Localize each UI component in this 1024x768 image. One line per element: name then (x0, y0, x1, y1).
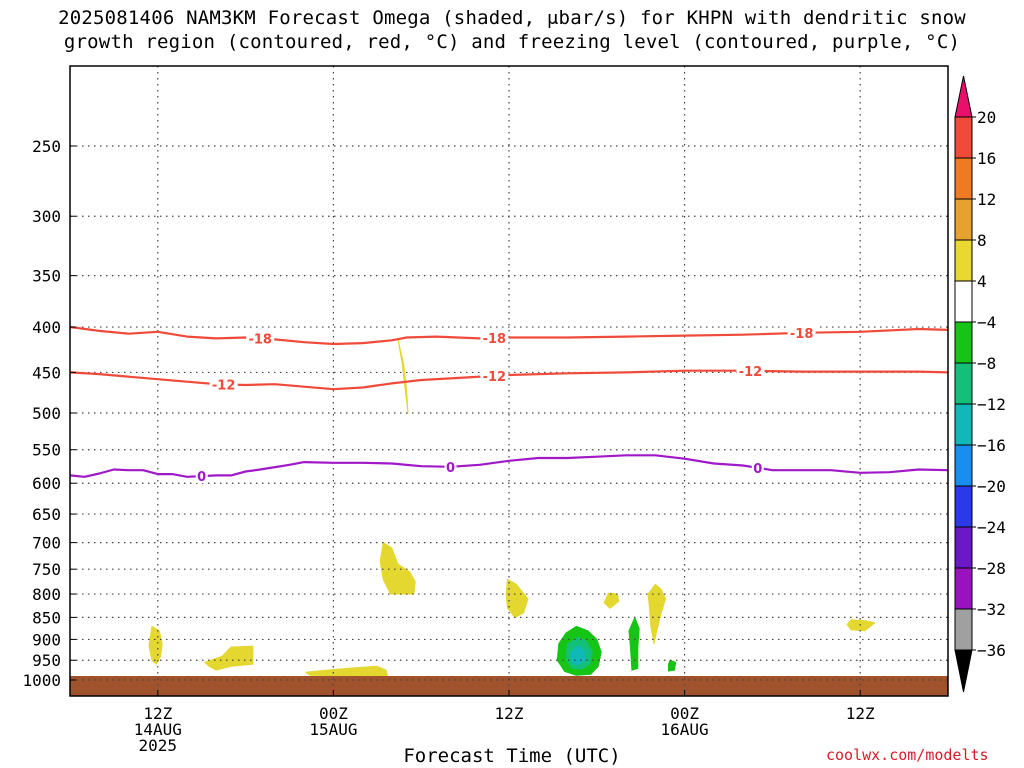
colorbar-swatch (954, 321, 973, 364)
time-tick-label: 12Z (143, 704, 172, 723)
colorbar-swatch (954, 116, 973, 159)
contour-label-background (480, 330, 509, 345)
contour-label-background (195, 469, 208, 484)
pressure-tick-label: 250 (32, 137, 61, 156)
pressure-tick-label: 750 (32, 560, 61, 579)
x-axis-title: Forecast Time (UTC) (403, 745, 621, 767)
contour-layer: -18 -18 -18 -12 -12 -12 0 0 0 (70, 325, 948, 485)
site-credit: coolwx.com/modelts (826, 746, 989, 764)
omega-shaded-region (204, 645, 254, 671)
colorbar-tick-label: −36 (977, 641, 1006, 660)
colorbar-swatch (954, 485, 973, 528)
colorbar-tick-label: 8 (977, 231, 987, 250)
pressure-tick-label: 550 (32, 441, 61, 460)
pressure-tick-label: 650 (32, 505, 61, 524)
pressure-tick-label: 800 (32, 585, 61, 604)
omega-shaded-region (397, 337, 409, 414)
below-ground-layer (70, 676, 948, 696)
colorbar-tick-label: 12 (977, 190, 996, 209)
pressure-tick-label: 300 (32, 207, 61, 226)
omega-shaded-region (505, 578, 529, 618)
temperature-contour (70, 454, 948, 478)
omega-shaded-region (647, 583, 667, 645)
colorbar-tick-label: −8 (977, 354, 996, 373)
grid-layer (70, 66, 948, 696)
contour-label-background (480, 368, 509, 383)
contour-label: 0 (197, 470, 206, 485)
contour-label-background (209, 377, 238, 392)
time-tick-label: 12Z (495, 704, 524, 723)
colorbar-tick-label: 20 (977, 108, 996, 127)
contour-label: -18 (248, 332, 272, 347)
omega-shaded-region (846, 619, 876, 632)
contour-label: -18 (483, 332, 507, 347)
time-tick-label: 00Z (670, 704, 699, 723)
chart-title: 2025081406 NAM3KM Forecast Omega (shaded… (0, 6, 1024, 54)
pressure-tick-label: 350 (32, 267, 61, 286)
colorbar-swatch (954, 608, 973, 651)
pressure-tick-label: 500 (32, 404, 61, 423)
temperature-contour (70, 325, 948, 346)
colorbar-swatch (954, 362, 973, 405)
time-tick-label: 15AUG (309, 720, 357, 739)
colorbar-swatch (954, 567, 973, 610)
omega-shaded-region (668, 659, 677, 672)
colorbar-swatch (954, 198, 973, 241)
colorbar-tick-label: −24 (977, 518, 1006, 537)
chart-title-line-1: 2025081406 NAM3KM Forecast Omega (shaded… (58, 7, 966, 29)
omega-shaded-region (628, 616, 640, 671)
pressure-axis: 250 300 350 400 450 500 550 600 650 700 750 800 850 9… (22, 137, 76, 690)
colorbar-swatch (954, 157, 973, 200)
omega-shaded-region (603, 592, 620, 609)
contour-label: -12 (483, 370, 507, 385)
time-tick-label: 12Z (846, 704, 875, 723)
colorbar-top-arrow (954, 75, 973, 118)
pressure-tick-label: 900 (32, 630, 61, 649)
omega-shaded-region (379, 542, 416, 595)
colorbar-swatch (954, 526, 973, 569)
contour-label: -18 (790, 327, 814, 342)
contour-label: -12 (739, 365, 763, 380)
ground-fill (70, 676, 948, 696)
colorbar-tick-label: −20 (977, 477, 1006, 496)
contour-label-background (751, 460, 764, 475)
colorbar-tick-label: −16 (977, 436, 1006, 455)
pressure-tick-label: 1000 (22, 671, 61, 690)
contour-label-background (444, 459, 457, 474)
pressure-tick-label: 450 (32, 363, 61, 382)
colorbar-swatch (954, 444, 973, 487)
pressure-tick-label: 950 (32, 651, 61, 670)
colorbar-tick-label: −32 (977, 600, 1006, 619)
omega-shaded-region (148, 625, 163, 665)
omega-colorbar: 20 16 12 8 4 −4 −8 −12 −16 −20 −24 −28 −32 −36 (954, 75, 1006, 693)
colorbar-tick-label: −28 (977, 559, 1006, 578)
time-tick-label: 14AUG (134, 720, 182, 739)
colorbar-tick-label: −12 (977, 395, 1006, 414)
time-tick-label: 2025 (139, 736, 178, 755)
time-tick-label: 16AUG (661, 720, 709, 739)
omega-shading-layer (148, 337, 876, 678)
colorbar-swatch (954, 239, 973, 282)
omega-shaded-region (305, 665, 388, 678)
contour-label: 0 (753, 462, 762, 477)
colorbar-tick-label: −4 (977, 313, 996, 332)
chart-title-line-2: growth region (contoured, red, °C) and f… (63, 31, 961, 53)
colorbar-swatch (954, 280, 973, 323)
contour-label-background (787, 325, 816, 340)
colorbar-tick-label: 16 (977, 149, 996, 168)
contour-label: -12 (212, 378, 236, 393)
pressure-tick-label: 600 (32, 474, 61, 493)
colorbar-bottom-arrow (954, 649, 973, 693)
contour-label: 0 (446, 461, 455, 476)
contour-label-background (246, 331, 275, 346)
colorbar-tick-label: 4 (977, 272, 987, 291)
pressure-tick-label: 400 (32, 318, 61, 337)
pressure-tick-label: 850 (32, 608, 61, 627)
time-tick-label: 00Z (319, 704, 348, 723)
contour-label-background (736, 363, 765, 378)
colorbar-swatch (954, 403, 973, 446)
pressure-tick-label: 700 (32, 534, 61, 553)
